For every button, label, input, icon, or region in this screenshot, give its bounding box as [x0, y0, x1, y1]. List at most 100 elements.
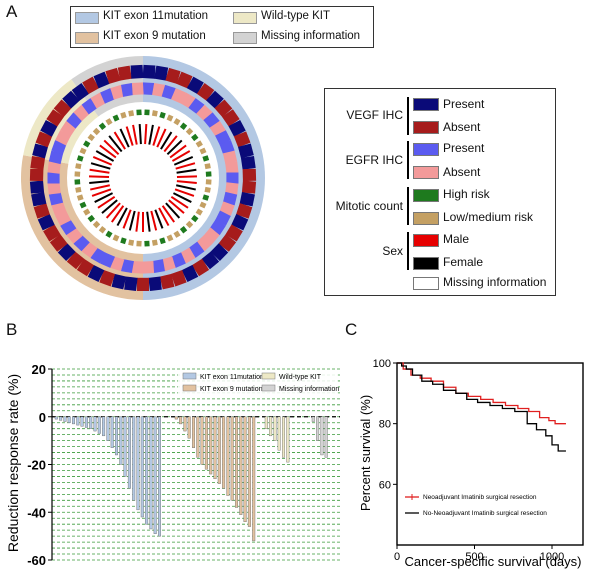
sex-spoke	[125, 126, 134, 146]
mitotic-cell	[204, 163, 211, 170]
vegf-group-label: VEGF IHC	[346, 108, 403, 122]
vegf-cell	[117, 65, 132, 81]
vegf-cell	[30, 155, 46, 170]
egfr-cell	[121, 82, 134, 97]
x-tick-label: 0	[394, 551, 400, 563]
egfr-absent-swatch	[413, 166, 439, 179]
sex-spoke	[154, 209, 164, 229]
bar	[273, 416, 277, 441]
mitotic-cell	[112, 234, 120, 242]
sex-spoke	[135, 211, 140, 232]
sex-spoke	[160, 131, 173, 150]
mitotic-cell	[195, 140, 203, 148]
survival-curve	[397, 362, 566, 452]
mitotic-cell	[166, 234, 174, 242]
vegf-cell	[99, 269, 116, 287]
y-tick-label: 60	[379, 479, 391, 491]
bar	[226, 416, 230, 496]
egfr-cell	[203, 227, 220, 244]
vegf-cell	[31, 191, 47, 207]
sex-spoke	[92, 156, 113, 166]
vegf-cell	[218, 234, 237, 252]
low-risk-swatch	[413, 212, 439, 225]
vegf-cell	[40, 119, 58, 137]
egfr-cell	[131, 82, 144, 96]
vegf-cell	[148, 276, 162, 291]
sex-spoke	[161, 205, 176, 223]
survival-xlabel: Cancer-specific survival (days)	[405, 554, 582, 569]
legend-label: KIT exon 9 mutation	[200, 386, 263, 393]
legend-label: No-Neoadjuvant Imatinib surgical resecti…	[423, 510, 547, 517]
egfr-cell	[188, 98, 205, 115]
mitotic-cell	[112, 114, 120, 122]
sex-spoke	[175, 184, 196, 191]
mitotic-cell	[74, 179, 81, 185]
bar	[59, 416, 63, 421]
egfr-cell	[100, 88, 116, 104]
mitotic-cell	[120, 237, 127, 245]
mitotic-cell	[79, 147, 87, 155]
bar	[149, 416, 153, 530]
sex-spoke	[94, 192, 114, 203]
bar	[239, 416, 243, 515]
mitotic-cell	[87, 214, 95, 223]
bar	[97, 416, 101, 434]
sex-spoke	[99, 144, 117, 159]
mitotic-cell	[195, 208, 203, 216]
sex-spoke	[128, 210, 136, 231]
sex-spoke	[158, 207, 170, 227]
vegf-cell	[53, 99, 72, 118]
mitotic-cell	[185, 220, 194, 229]
bar	[269, 416, 273, 437]
male-label: Male	[443, 232, 470, 246]
egfr-cell	[152, 259, 165, 274]
egfr-cell	[226, 172, 239, 184]
mitotic-cell	[75, 163, 82, 170]
egfr-cell	[47, 172, 60, 184]
mitotic-cell	[75, 186, 82, 193]
sex-spoke	[169, 144, 187, 159]
egfr-cell	[209, 120, 226, 137]
sex-spoke	[116, 207, 128, 227]
sex-spoke	[176, 180, 197, 184]
vegf-cell	[46, 109, 65, 127]
panel-b-letter: B	[6, 320, 18, 339]
vegf-cell	[93, 71, 110, 89]
vegf-cell	[35, 131, 53, 148]
mitotic-cell	[144, 240, 150, 247]
vegf-cell	[142, 64, 156, 79]
mitotic-cell	[179, 226, 188, 234]
egfr-present-swatch	[413, 143, 439, 156]
sex-spoke	[108, 135, 123, 153]
vegf-cell	[76, 258, 95, 277]
egfr-cell	[209, 219, 226, 236]
legend-swatch	[261, 384, 276, 392]
legend-swatch	[182, 372, 197, 380]
mitotic-cell	[144, 109, 150, 116]
bar	[174, 416, 178, 420]
egfr-cell	[110, 84, 125, 100]
y-tick-label: 0	[39, 410, 46, 425]
bar	[209, 416, 213, 475]
exon9-legend-label: KIT exon 9 mutation	[103, 30, 206, 42]
egfr-cell	[142, 82, 155, 96]
vegf-cell	[111, 273, 127, 290]
mitotic-cell	[136, 240, 142, 247]
y-tick-label: -40	[27, 505, 46, 520]
mitotic-cell	[76, 155, 84, 162]
wildtype-legend-label: Wild-type KIT	[261, 10, 331, 22]
sex-group-label: Sex	[382, 244, 403, 258]
vegf-cell	[57, 243, 76, 262]
bar	[247, 416, 251, 527]
mitotic-cell	[166, 114, 174, 122]
egfr-group-label: EGFR IHC	[345, 153, 403, 167]
sex-spoke	[91, 188, 112, 197]
missing-info-swatch	[413, 277, 439, 290]
vegf-cell	[176, 71, 193, 89]
bar	[230, 416, 234, 501]
mitotic-cell	[202, 155, 210, 162]
bar	[157, 416, 161, 537]
panel-c-letter: C	[345, 320, 358, 339]
y-tick-label: -20	[27, 458, 46, 473]
egfr-cell	[48, 150, 64, 165]
